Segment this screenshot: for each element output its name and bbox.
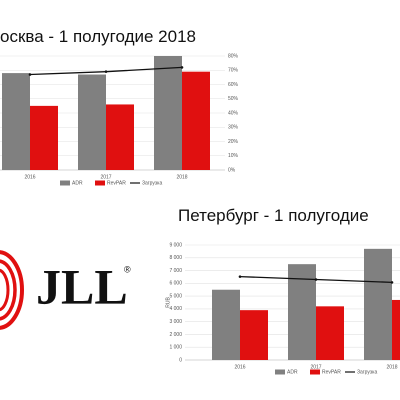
y-axis-label: RUB	[165, 297, 171, 308]
x-tick-label: 2018	[176, 174, 187, 180]
legend-label: Загрузка	[357, 369, 377, 375]
line-point	[180, 66, 184, 69]
tick-label: 70%	[228, 68, 239, 74]
bar	[106, 104, 134, 170]
line-point	[390, 281, 394, 284]
line-point	[314, 278, 318, 281]
tick-label: 1 000	[169, 345, 182, 351]
bar	[240, 310, 268, 360]
bar	[182, 71, 210, 170]
tick-label: 80%	[228, 53, 239, 59]
bar	[288, 264, 316, 360]
legend-label: RevPAR	[322, 369, 341, 375]
x-tick-label: 2017	[310, 364, 321, 370]
tick-label: 8 000	[169, 255, 182, 261]
logo-mark: ®	[124, 264, 131, 274]
chart-title: осква - 1 полугодие 2018	[0, 27, 196, 46]
tick-label: 0	[179, 357, 182, 363]
bar	[154, 56, 182, 170]
tick-label: 60%	[228, 82, 239, 88]
tick-label: 4 000	[169, 306, 182, 312]
logo-ring	[0, 250, 24, 330]
tick-label: 9 000	[169, 242, 182, 248]
legend-swatch	[310, 369, 320, 375]
bar	[78, 74, 106, 170]
chart-title: Петербург - 1 полугодие	[178, 206, 369, 225]
tick-label: 7 000	[169, 268, 182, 274]
logo-ring	[0, 259, 17, 321]
line-point	[28, 73, 32, 76]
tick-label: 2 000	[169, 332, 182, 338]
legend-label: ADR	[287, 369, 298, 375]
x-tick-label: 2018	[386, 364, 397, 370]
bar	[2, 73, 30, 170]
logo-rings	[0, 250, 24, 330]
logo-ring	[0, 268, 10, 312]
legend-label: RevPAR	[107, 180, 126, 186]
legend-swatch	[275, 369, 285, 375]
legend-swatch	[60, 180, 70, 186]
line-point	[104, 70, 108, 73]
legend-label: ADR	[72, 180, 83, 186]
x-tick-label: 2017	[100, 174, 111, 180]
bar	[392, 299, 400, 360]
x-tick-label: 2016	[24, 174, 35, 180]
tick-label: 10%	[228, 153, 239, 159]
tick-label: 50%	[228, 96, 239, 102]
tick-label: 6 000	[169, 281, 182, 287]
tick-label: 20%	[228, 139, 239, 145]
tick-label: 5 000	[169, 293, 182, 299]
legend-label: Загрузка	[142, 180, 162, 186]
tick-label: 30%	[228, 125, 239, 131]
bar	[30, 105, 58, 170]
tick-label: 40%	[228, 110, 239, 116]
line-point	[238, 275, 242, 278]
bar	[364, 248, 392, 360]
tick-label: 3 000	[169, 319, 182, 325]
bar	[212, 289, 240, 360]
logo-text: JLL	[36, 258, 128, 314]
legend-swatch	[95, 180, 105, 186]
bar	[316, 306, 344, 360]
tick-label: 0%	[228, 167, 236, 173]
x-tick-label: 2016	[234, 364, 245, 370]
